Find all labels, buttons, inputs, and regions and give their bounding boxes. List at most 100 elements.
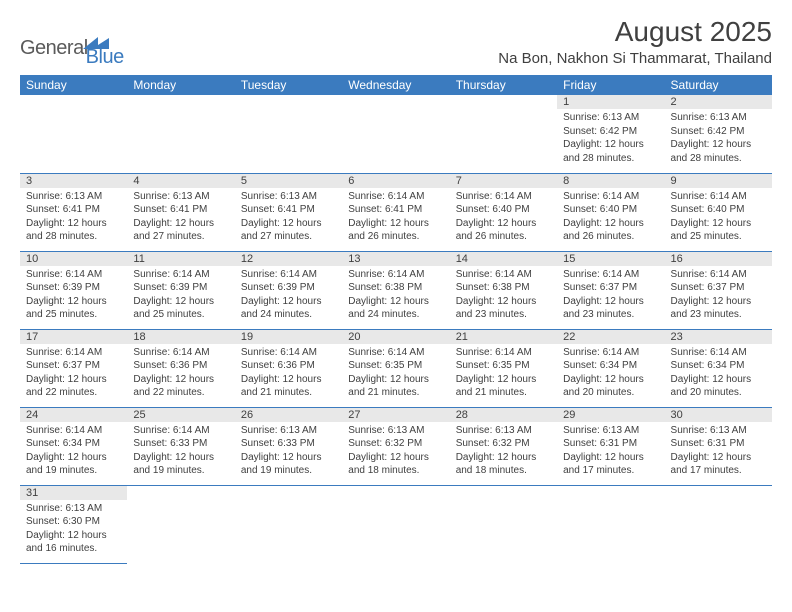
- day-details: Sunrise: 6:13 AMSunset: 6:41 PMDaylight:…: [20, 188, 127, 248]
- calendar-cell: 16Sunrise: 6:14 AMSunset: 6:37 PMDayligh…: [665, 251, 772, 329]
- calendar-cell: 1Sunrise: 6:13 AMSunset: 6:42 PMDaylight…: [557, 95, 664, 173]
- brand-logo: General Blue: [20, 28, 124, 69]
- calendar-cell: [342, 485, 449, 563]
- calendar-cell: 24Sunrise: 6:14 AMSunset: 6:34 PMDayligh…: [20, 407, 127, 485]
- day-number: 31: [20, 486, 127, 500]
- day-details: Sunrise: 6:14 AMSunset: 6:36 PMDaylight:…: [235, 344, 342, 404]
- calendar-cell: 15Sunrise: 6:14 AMSunset: 6:37 PMDayligh…: [557, 251, 664, 329]
- calendar-cell: [20, 95, 127, 173]
- calendar-cell: [557, 485, 664, 563]
- calendar-head: SundayMondayTuesdayWednesdayThursdayFrid…: [20, 75, 772, 95]
- calendar-cell: 14Sunrise: 6:14 AMSunset: 6:38 PMDayligh…: [450, 251, 557, 329]
- brand-blue: Blue: [86, 46, 124, 69]
- weekday-header: Saturday: [665, 75, 772, 95]
- day-number: 21: [450, 330, 557, 344]
- day-details: Sunrise: 6:14 AMSunset: 6:33 PMDaylight:…: [127, 422, 234, 482]
- day-details: Sunrise: 6:13 AMSunset: 6:41 PMDaylight:…: [235, 188, 342, 248]
- calendar-cell: 13Sunrise: 6:14 AMSunset: 6:38 PMDayligh…: [342, 251, 449, 329]
- calendar-cell: 3Sunrise: 6:13 AMSunset: 6:41 PMDaylight…: [20, 173, 127, 251]
- day-details: Sunrise: 6:13 AMSunset: 6:31 PMDaylight:…: [557, 422, 664, 482]
- day-number: 24: [20, 408, 127, 422]
- calendar-body: 1Sunrise: 6:13 AMSunset: 6:42 PMDaylight…: [20, 95, 772, 563]
- weekday-header: Wednesday: [342, 75, 449, 95]
- day-number: 19: [235, 330, 342, 344]
- calendar-cell: [450, 485, 557, 563]
- calendar-cell: 28Sunrise: 6:13 AMSunset: 6:32 PMDayligh…: [450, 407, 557, 485]
- calendar-cell: 31Sunrise: 6:13 AMSunset: 6:30 PMDayligh…: [20, 485, 127, 563]
- weekday-header: Tuesday: [235, 75, 342, 95]
- day-number: 8: [557, 174, 664, 188]
- calendar-cell: 7Sunrise: 6:14 AMSunset: 6:40 PMDaylight…: [450, 173, 557, 251]
- calendar-cell: [342, 95, 449, 173]
- calendar-cell: 30Sunrise: 6:13 AMSunset: 6:31 PMDayligh…: [665, 407, 772, 485]
- day-details: Sunrise: 6:14 AMSunset: 6:37 PMDaylight:…: [665, 266, 772, 326]
- calendar-cell: 23Sunrise: 6:14 AMSunset: 6:34 PMDayligh…: [665, 329, 772, 407]
- calendar-cell: [127, 485, 234, 563]
- calendar-cell: 25Sunrise: 6:14 AMSunset: 6:33 PMDayligh…: [127, 407, 234, 485]
- day-number: 27: [342, 408, 449, 422]
- day-number: 1: [557, 95, 664, 109]
- day-details: Sunrise: 6:14 AMSunset: 6:38 PMDaylight:…: [450, 266, 557, 326]
- day-number: 4: [127, 174, 234, 188]
- day-number: 10: [20, 252, 127, 266]
- day-details: Sunrise: 6:14 AMSunset: 6:34 PMDaylight:…: [557, 344, 664, 404]
- day-number: 6: [342, 174, 449, 188]
- calendar-table: SundayMondayTuesdayWednesdayThursdayFrid…: [20, 75, 772, 564]
- calendar-cell: 18Sunrise: 6:14 AMSunset: 6:36 PMDayligh…: [127, 329, 234, 407]
- day-number: 25: [127, 408, 234, 422]
- day-details: Sunrise: 6:14 AMSunset: 6:40 PMDaylight:…: [665, 188, 772, 248]
- day-number: 14: [450, 252, 557, 266]
- calendar-cell: 9Sunrise: 6:14 AMSunset: 6:40 PMDaylight…: [665, 173, 772, 251]
- calendar-cell: 6Sunrise: 6:14 AMSunset: 6:41 PMDaylight…: [342, 173, 449, 251]
- day-number: 7: [450, 174, 557, 188]
- calendar-cell: [665, 485, 772, 563]
- calendar-cell: [235, 485, 342, 563]
- day-details: Sunrise: 6:13 AMSunset: 6:33 PMDaylight:…: [235, 422, 342, 482]
- day-number: 28: [450, 408, 557, 422]
- calendar-cell: 8Sunrise: 6:14 AMSunset: 6:40 PMDaylight…: [557, 173, 664, 251]
- day-details: Sunrise: 6:13 AMSunset: 6:32 PMDaylight:…: [342, 422, 449, 482]
- title-block: August 2025 Na Bon, Nakhon Si Thammarat,…: [498, 16, 772, 67]
- calendar-cell: 22Sunrise: 6:14 AMSunset: 6:34 PMDayligh…: [557, 329, 664, 407]
- day-number: 15: [557, 252, 664, 266]
- day-details: Sunrise: 6:14 AMSunset: 6:37 PMDaylight:…: [20, 344, 127, 404]
- day-details: Sunrise: 6:14 AMSunset: 6:35 PMDaylight:…: [342, 344, 449, 404]
- day-number: 9: [665, 174, 772, 188]
- day-details: Sunrise: 6:14 AMSunset: 6:38 PMDaylight:…: [342, 266, 449, 326]
- calendar-cell: 21Sunrise: 6:14 AMSunset: 6:35 PMDayligh…: [450, 329, 557, 407]
- day-details: Sunrise: 6:14 AMSunset: 6:37 PMDaylight:…: [557, 266, 664, 326]
- calendar-cell: 4Sunrise: 6:13 AMSunset: 6:41 PMDaylight…: [127, 173, 234, 251]
- day-details: Sunrise: 6:14 AMSunset: 6:34 PMDaylight:…: [665, 344, 772, 404]
- calendar-cell: 29Sunrise: 6:13 AMSunset: 6:31 PMDayligh…: [557, 407, 664, 485]
- day-details: Sunrise: 6:13 AMSunset: 6:42 PMDaylight:…: [557, 109, 664, 169]
- calendar-cell: 19Sunrise: 6:14 AMSunset: 6:36 PMDayligh…: [235, 329, 342, 407]
- calendar-cell: 5Sunrise: 6:13 AMSunset: 6:41 PMDaylight…: [235, 173, 342, 251]
- calendar-cell: 11Sunrise: 6:14 AMSunset: 6:39 PMDayligh…: [127, 251, 234, 329]
- location: Na Bon, Nakhon Si Thammarat, Thailand: [498, 50, 772, 67]
- weekday-header: Sunday: [20, 75, 127, 95]
- day-details: Sunrise: 6:14 AMSunset: 6:39 PMDaylight:…: [127, 266, 234, 326]
- day-details: Sunrise: 6:14 AMSunset: 6:36 PMDaylight:…: [127, 344, 234, 404]
- day-details: Sunrise: 6:13 AMSunset: 6:30 PMDaylight:…: [20, 500, 127, 560]
- day-number: 18: [127, 330, 234, 344]
- calendar-cell: 20Sunrise: 6:14 AMSunset: 6:35 PMDayligh…: [342, 329, 449, 407]
- calendar-cell: 17Sunrise: 6:14 AMSunset: 6:37 PMDayligh…: [20, 329, 127, 407]
- day-number: 29: [557, 408, 664, 422]
- day-details: Sunrise: 6:14 AMSunset: 6:39 PMDaylight:…: [20, 266, 127, 326]
- calendar-cell: 12Sunrise: 6:14 AMSunset: 6:39 PMDayligh…: [235, 251, 342, 329]
- day-number: 3: [20, 174, 127, 188]
- calendar-cell: [450, 95, 557, 173]
- page-title: August 2025: [498, 16, 772, 48]
- day-details: Sunrise: 6:13 AMSunset: 6:41 PMDaylight:…: [127, 188, 234, 248]
- day-details: Sunrise: 6:14 AMSunset: 6:39 PMDaylight:…: [235, 266, 342, 326]
- day-number: 11: [127, 252, 234, 266]
- calendar-cell: 26Sunrise: 6:13 AMSunset: 6:33 PMDayligh…: [235, 407, 342, 485]
- day-number: 13: [342, 252, 449, 266]
- calendar-cell: [127, 95, 234, 173]
- calendar-cell: 2Sunrise: 6:13 AMSunset: 6:42 PMDaylight…: [665, 95, 772, 173]
- weekday-header: Friday: [557, 75, 664, 95]
- day-number: 17: [20, 330, 127, 344]
- weekday-header: Monday: [127, 75, 234, 95]
- day-number: 22: [557, 330, 664, 344]
- day-details: Sunrise: 6:14 AMSunset: 6:40 PMDaylight:…: [450, 188, 557, 248]
